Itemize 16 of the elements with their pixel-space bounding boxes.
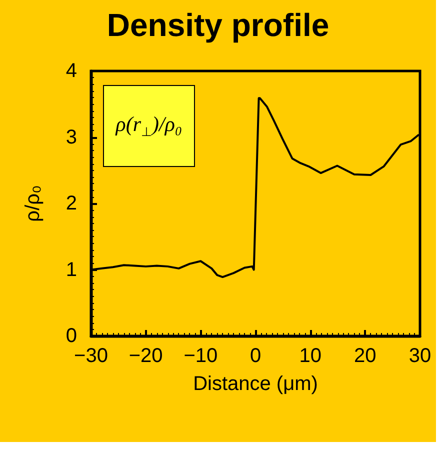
y-tick-label: 0 — [66, 325, 77, 347]
x-tick-label: −30 — [74, 345, 108, 367]
y-tick-label: 3 — [66, 126, 77, 148]
x-tick-label: 30 — [408, 345, 432, 367]
x-tick-label: −10 — [184, 345, 218, 367]
y-axis-title: ρ/ρ₀ — [22, 185, 44, 222]
x-tick-label: 20 — [354, 345, 376, 367]
y-tick-label: 1 — [66, 258, 77, 281]
x-axis-title: Distance (μm) — [193, 373, 318, 395]
x-tick-label: 10 — [299, 345, 322, 367]
annotation: ρ(r$_{⊥}$)/ρ₀ — [116, 112, 182, 140]
chart-title: Density profile — [106, 7, 330, 43]
y-tick-label: 2 — [66, 192, 77, 214]
x-tick-label: 0 — [250, 345, 262, 367]
y-tick-label: 4 — [66, 60, 77, 82]
x-tick-label: −20 — [128, 345, 163, 367]
